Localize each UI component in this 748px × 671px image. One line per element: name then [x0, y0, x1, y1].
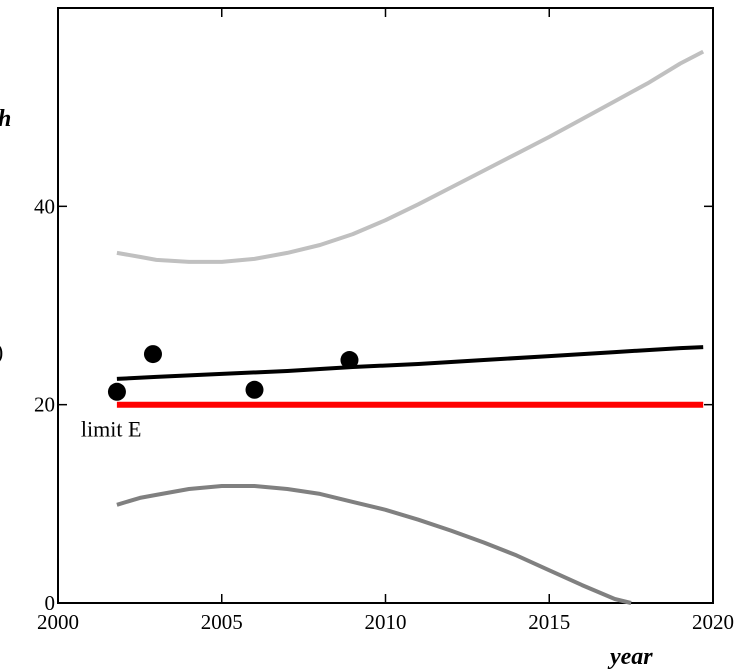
series-line-upper [116, 49, 705, 264]
y-tick-label: 40 [34, 194, 55, 218]
limit-annotation: limit E [81, 416, 142, 441]
data-points [107, 345, 359, 401]
data-point [340, 351, 359, 370]
x-tick-label: 2005 [201, 610, 243, 634]
data-point [245, 380, 264, 399]
x-tick-label: 2000 [37, 610, 79, 634]
y-tick-label: 20 [34, 393, 55, 417]
y-axis-label-fragment: h [0, 106, 11, 132]
x-tick-label: 2020 [692, 610, 734, 634]
x-axis-label: year [607, 644, 653, 670]
y-axis-label-fragment-2: ) [0, 339, 3, 364]
tick-labels: 2000 2005 2010 2015 2020 0 20 40 [34, 194, 734, 634]
plot-border [57, 7, 714, 604]
series-line-lower [116, 484, 632, 605]
data-point [107, 382, 126, 401]
x-tick-label: 2015 [528, 610, 570, 634]
y-tick-label: 0 [45, 591, 56, 615]
axis-ticks [57, 8, 714, 604]
plot-frame [57, 7, 714, 604]
data-point [143, 345, 162, 364]
series-lines [116, 49, 705, 605]
series-line-trend [116, 345, 704, 381]
x-tick-label: 2010 [365, 610, 407, 634]
